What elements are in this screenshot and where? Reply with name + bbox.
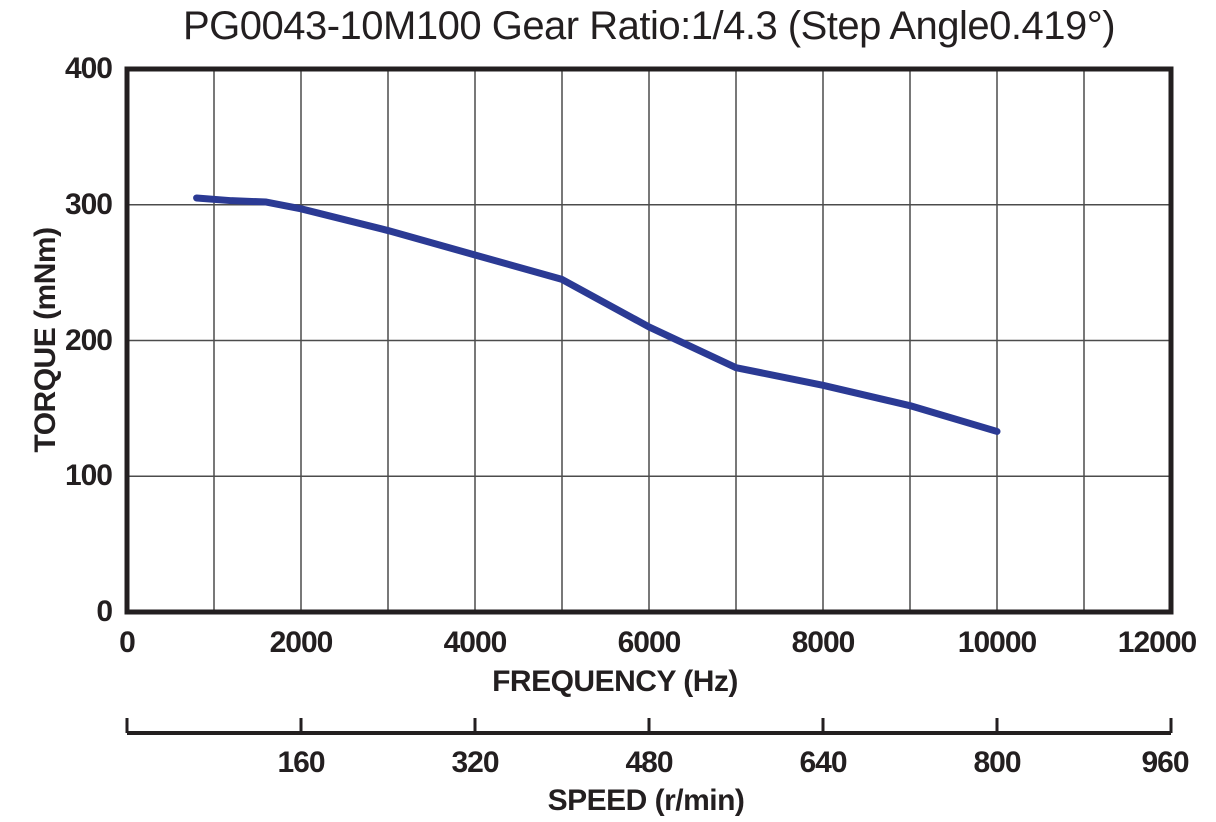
x-tick-label: 2000 xyxy=(269,626,334,659)
x-tick-label: 10000 xyxy=(957,626,1037,659)
y-tick-label: 200 xyxy=(64,323,113,357)
plot-border xyxy=(124,66,1174,615)
speed-tick-label: 320 xyxy=(451,746,499,779)
y-tick-label: 0 xyxy=(96,595,113,628)
speed-tick-label: 480 xyxy=(625,746,673,779)
speed-tick-label: 800 xyxy=(973,746,1021,779)
x-axis-title: FREQUENCY (Hz) xyxy=(492,665,738,698)
speed-tick-label: 160 xyxy=(277,746,325,779)
y-tick-label: 400 xyxy=(64,52,113,85)
y-tick-label: 300 xyxy=(64,187,113,221)
x-tick-label: 12000 xyxy=(1117,626,1197,659)
x-tick-label: 8000 xyxy=(791,626,856,659)
x-tick-label: 6000 xyxy=(617,626,682,659)
speed-tick-label: 640 xyxy=(799,746,847,779)
x-tick-label: 4000 xyxy=(443,626,508,659)
y-tick-label: 100 xyxy=(64,459,113,493)
pullout-torque-curve xyxy=(193,194,1001,435)
secondary-x-axis-title: SPEED (r/min) xyxy=(547,784,745,817)
speed-tick-label: 960 xyxy=(1141,746,1189,779)
chart-title: PG0043-10M100 Gear Ratio:1/4.3 (Step Ang… xyxy=(182,4,1116,48)
x-tick-label: 0 xyxy=(119,626,136,659)
